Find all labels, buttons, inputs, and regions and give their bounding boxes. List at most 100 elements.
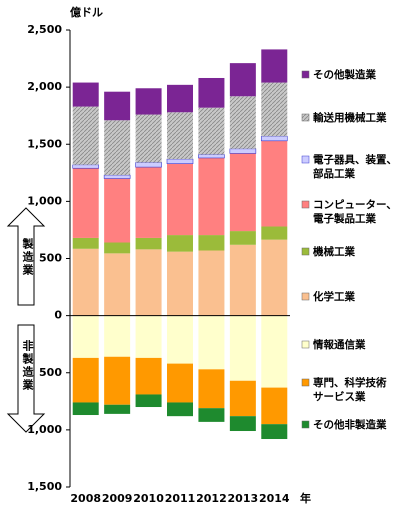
bar-segment [198, 235, 225, 251]
bar-segment [72, 237, 99, 249]
bar-segment [167, 112, 193, 160]
bar-segment [198, 250, 225, 316]
legend-label: 機械工業 [313, 246, 355, 258]
legend-swatch [301, 340, 310, 349]
bar-segment [166, 158, 194, 164]
bar-segment [72, 106, 99, 165]
bar-segment [135, 394, 162, 408]
legend-swatch [301, 200, 310, 209]
bar-segment [229, 244, 256, 316]
bar-segment [103, 174, 131, 179]
bar-segment [167, 402, 193, 417]
bar-segment [167, 84, 193, 113]
bar-segment [72, 357, 99, 403]
legend-swatch [301, 292, 310, 301]
bar-segment [167, 235, 193, 252]
legend-label: コンピューター、 電子製品工業 [313, 199, 397, 225]
bar-segment [198, 369, 225, 409]
bar-segment [261, 82, 288, 137]
x-tick-label: 2011 [165, 492, 196, 505]
bar-segment [261, 239, 288, 316]
bar-segment [229, 96, 256, 149]
y-tick-label: 0 [54, 309, 62, 322]
bar-segment [198, 107, 225, 155]
bar-segment [261, 387, 288, 425]
x-tick-label: 2008 [70, 492, 101, 505]
legend-label: その他非製造業 [313, 419, 387, 431]
bar-segment [261, 315, 288, 388]
bar-segment [135, 88, 162, 115]
y-tick-label: 500 [39, 252, 62, 265]
bar-segment [104, 242, 131, 254]
bar-segment [229, 315, 256, 381]
bar-segment [72, 402, 99, 416]
bar-segment [72, 82, 99, 107]
bar-segment [72, 164, 100, 169]
bar-segment [167, 315, 193, 364]
legend-label: 電子器具、装置、 部品工業 [313, 154, 397, 180]
bar-segment [261, 140, 288, 227]
bar-segment [135, 114, 162, 163]
bar-segment [198, 408, 225, 422]
bar-segment [229, 153, 256, 232]
y-tick-label: 500 [39, 366, 62, 379]
legend-swatch [301, 70, 310, 79]
legend-label: 輸送用機械工業 [313, 112, 387, 124]
bar-segment [229, 63, 256, 97]
legend-swatch [301, 420, 310, 429]
bar-segment [167, 163, 193, 236]
bar-segment [135, 249, 162, 316]
up-arrow [6, 207, 46, 306]
bar-segment [104, 404, 131, 414]
bar-segment [261, 49, 288, 83]
bar-segment [260, 135, 288, 142]
bar-segment [198, 154, 225, 159]
legend-swatch [301, 113, 310, 122]
annotation: 製造業 [21, 238, 34, 277]
bar-segment [167, 251, 193, 316]
bar-segment [198, 157, 225, 236]
bar-segment [104, 315, 131, 357]
x-tick-label: 2009 [102, 492, 133, 505]
x-tick-label: 2012 [196, 492, 227, 505]
bar-segment [167, 363, 193, 403]
bar-segment [72, 248, 99, 316]
bar-segment [261, 226, 288, 240]
bar-segment [229, 380, 256, 417]
y-tick-label: 1,500 [27, 137, 62, 150]
bar-segment [135, 237, 162, 250]
y-tick-label: 1,000 [27, 423, 62, 436]
bar-segment [104, 356, 131, 405]
legend-swatch [301, 378, 310, 387]
bar-segment [135, 162, 162, 168]
y-tick-label: 1,500 [27, 480, 62, 493]
legend-swatch [301, 155, 310, 164]
legend-label: 化学工業 [313, 291, 355, 303]
bar-segment [198, 315, 225, 370]
bar-segment [135, 167, 162, 238]
x-tick-label: 2010 [133, 492, 164, 505]
bar-segment [198, 77, 225, 108]
y-tick-label: 2,000 [27, 80, 62, 93]
legend-label: 専門、科学技術 サービス業 [313, 377, 387, 403]
bar-segment [104, 91, 131, 121]
legend-label: 情報通信業 [313, 339, 366, 351]
bar-segment [72, 168, 99, 238]
bar-segment [72, 315, 99, 358]
x-unit: 年 [300, 491, 311, 505]
x-tick-label: 2014 [259, 492, 290, 505]
y-tick-label: 1,000 [27, 194, 62, 207]
legend-label: その他製造業 [313, 69, 376, 81]
y-tick-label: 2,500 [27, 23, 62, 36]
bar-segment [229, 416, 256, 432]
x-tick-label: 2013 [228, 492, 259, 505]
bar-segment [104, 178, 131, 243]
bar-segment [135, 357, 162, 395]
bar-segment [229, 148, 257, 154]
y-unit: 億ドル [70, 5, 103, 19]
bar-segment [104, 253, 131, 316]
bar-segment [104, 120, 131, 176]
bar-segment [261, 424, 288, 440]
